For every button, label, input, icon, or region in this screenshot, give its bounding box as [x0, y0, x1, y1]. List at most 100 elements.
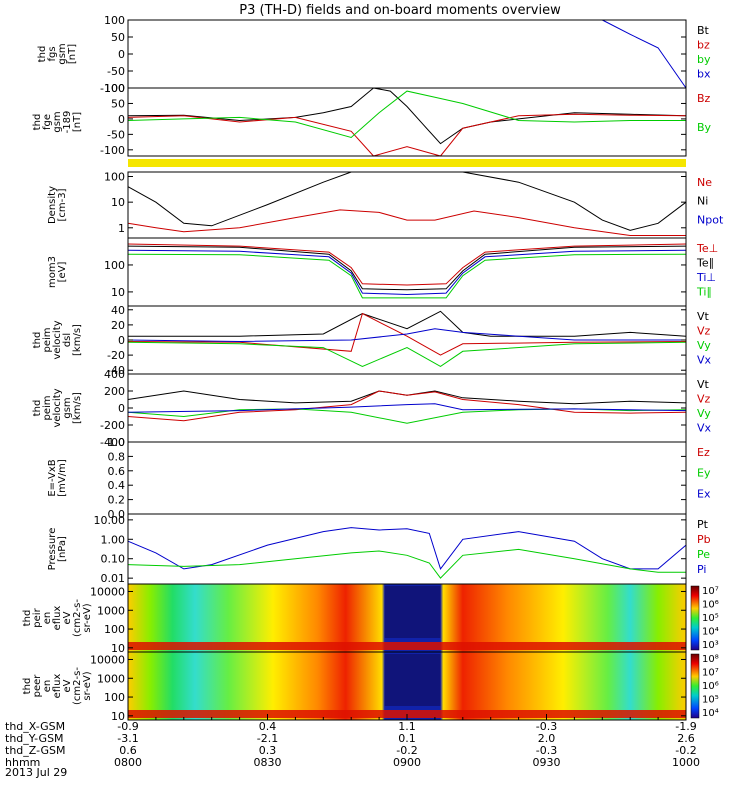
x-row-value: -2.1	[257, 732, 278, 745]
y-tick-label: -20	[107, 349, 125, 362]
legend-Npot: Npot	[697, 213, 724, 226]
y-axis-label: thd	[32, 332, 43, 349]
x-row-value: -1.9	[675, 720, 696, 733]
low-flux-region	[384, 586, 441, 638]
legend-Bz: Bz	[697, 92, 711, 105]
y-axis-label: eflux	[52, 606, 63, 631]
y-tick-label: 0	[118, 402, 125, 415]
series-Pe	[127, 548, 686, 579]
panel-frame	[127, 171, 687, 239]
quality-flag-bar	[128, 159, 686, 167]
legend-Vy: Vy	[697, 407, 711, 420]
colorbar	[690, 653, 700, 719]
x-row-value: 1.1	[398, 720, 416, 733]
colorbar-label: 10⁴	[702, 627, 719, 638]
panel-frame	[127, 87, 687, 157]
legend-Vz: Vz	[697, 325, 711, 338]
legend-Ez: Ez	[697, 446, 710, 459]
series-Ne	[127, 209, 686, 236]
colorbar-label: 10⁷	[702, 586, 719, 597]
y-tick-label: 10.00	[94, 514, 126, 527]
y-axis-label: sr-eV)	[82, 603, 93, 632]
legend-Ex: Ex	[697, 487, 711, 500]
y-axis-label: gsm	[57, 43, 68, 64]
y-tick-label: 10000	[90, 585, 125, 598]
y-tick-label: -50	[107, 128, 125, 141]
y-tick-label: -200	[100, 419, 125, 432]
y-tick-label: 1.0	[108, 436, 126, 449]
legend-Ni: Ni	[697, 195, 708, 208]
low-flux-region	[384, 654, 441, 706]
colorbar	[690, 585, 700, 651]
colorbar-label: 10³	[702, 640, 719, 651]
panel-frame	[127, 373, 687, 443]
legend-bz: bz	[697, 39, 710, 52]
x-row-value: -0.3	[536, 744, 557, 757]
x-row-value: 0930	[533, 756, 561, 769]
panel-8: 10.00 1.00 0.10 0.01 Pressure [nPa] Pt Pb Pe Pi	[47, 513, 711, 585]
y-tick-label: 100	[104, 259, 125, 272]
y-axis-label: peir	[32, 607, 43, 627]
y-tick-label: 10000	[90, 653, 125, 666]
y-tick-label: 100	[104, 171, 125, 184]
y-tick-label: 0.8	[108, 450, 126, 463]
colorbar-label: 10⁵	[702, 695, 719, 706]
y-tick-label: 1000	[97, 672, 125, 685]
y-tick-label: 40	[111, 304, 125, 317]
y-axis-label: [mV/m]	[57, 459, 68, 497]
y-tick-label: 10	[111, 642, 125, 655]
y-tick-label: 100	[104, 82, 125, 95]
series-Ti	[127, 249, 687, 296]
series-Ti	[127, 253, 687, 299]
y-axis-label: fge	[42, 114, 53, 130]
y-tick-label: 10	[111, 710, 125, 723]
x-row-value: -3.1	[117, 732, 138, 745]
x-row-value: 0.6	[119, 744, 137, 757]
series-Vt	[127, 390, 687, 405]
legend-Ti: Ti∥	[696, 286, 712, 299]
y-tick-label: -100	[100, 82, 125, 95]
y-tick-label: 0.0	[108, 508, 126, 521]
panel-3: 100 10 1 Density [cm-3] Ne Ni Npot	[47, 171, 724, 239]
y-tick-label: -40	[107, 364, 125, 377]
x-row-label: thd_Z-GSM	[5, 744, 65, 757]
y-axis-label: sr-eV)	[82, 671, 93, 700]
y-axis-label: Pressure	[47, 528, 58, 571]
y-axis-label: [eV]	[57, 262, 68, 283]
y-axis-label: Density	[47, 186, 58, 224]
colorbar-label: 10⁶	[702, 681, 719, 692]
series-Vz	[127, 390, 687, 422]
y-axis-label: thd	[22, 610, 33, 627]
y-tick-label: 100	[104, 14, 125, 27]
colorbar-label: 10⁵	[702, 613, 719, 624]
series-bx	[602, 19, 687, 89]
y-axis-label: thd	[22, 678, 33, 695]
y-axis-label: gsm	[62, 397, 73, 418]
y-axis-label: peim	[42, 327, 53, 352]
panel-frame	[127, 237, 687, 307]
y-tick-label: 0	[118, 113, 125, 126]
legend-Ti: Ti⊥	[696, 271, 716, 284]
y-axis-label: [km/s]	[72, 324, 83, 356]
x-row-value: -0.3	[536, 720, 557, 733]
series-Vx	[127, 328, 686, 343]
y-axis-label: eV	[62, 611, 73, 624]
y-tick-label: -50	[107, 65, 125, 78]
y-axis-label: velocity	[52, 388, 63, 427]
legend-Vt: Vt	[697, 310, 710, 323]
y-tick-label: 100	[104, 691, 125, 704]
y-tick-label: 1	[118, 222, 125, 235]
series-Vt	[128, 310, 687, 337]
series-Bz	[127, 113, 687, 157]
series-Pi	[127, 527, 687, 570]
colorbar-label: 10⁸	[702, 654, 719, 665]
y-tick-label: 20	[111, 319, 125, 332]
x-row-value: 2.0	[538, 732, 556, 745]
colorbar-label: 10⁴	[702, 708, 719, 719]
y-tick-label: 0	[118, 48, 125, 61]
y-axis-label: (cm2-s-	[72, 599, 83, 637]
panel-2: 100 50 0 -50 -100 thd fge gsm -189 [nT] Bz By	[32, 82, 712, 157]
panel-4: 100 10 mom3 [eV] Te⊥ Te∥Ti⊥ Ti∥	[47, 237, 718, 307]
low-energy-band	[128, 642, 686, 650]
